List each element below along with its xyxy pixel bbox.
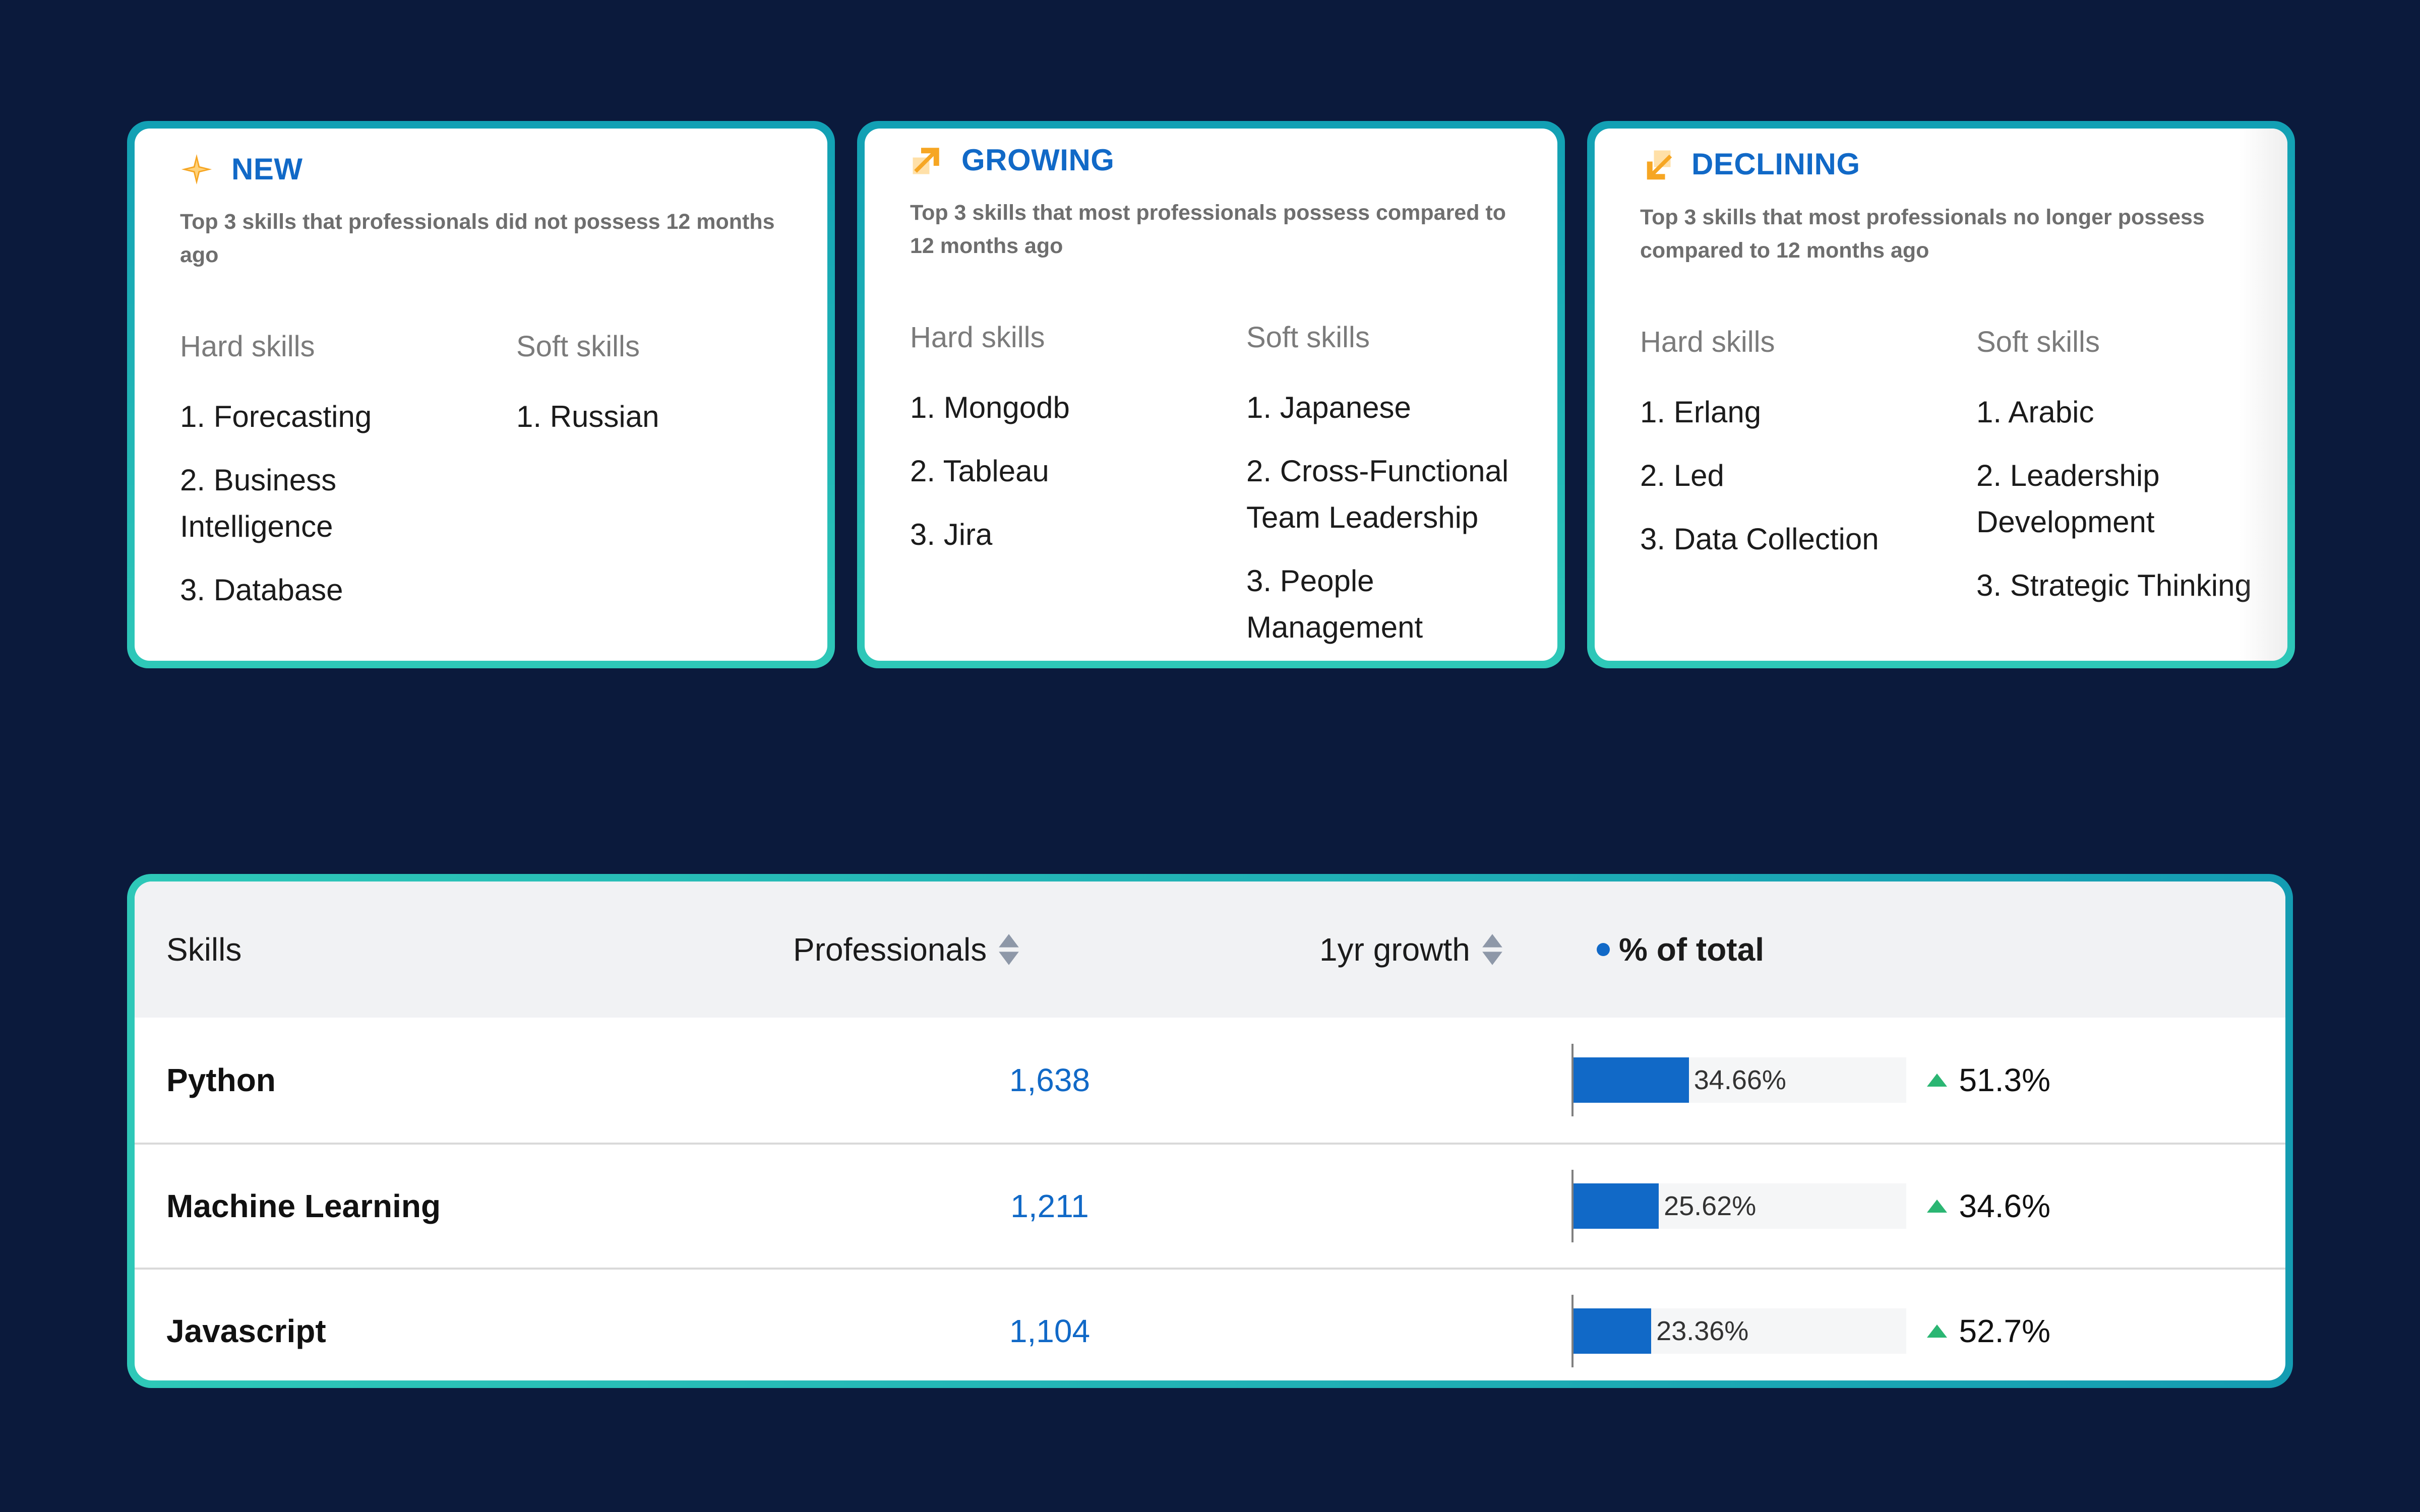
sort-icon[interactable]: [1481, 933, 1503, 966]
declining-card-header: DECLINING: [1640, 147, 1860, 181]
column-header-growth[interactable]: 1yr growth: [1319, 881, 1503, 1018]
soft-skill-item: 2. Cross-Functional Team Leadership: [1246, 454, 1509, 534]
bar-axis: [1571, 1295, 1574, 1367]
hard-skill-item: 3. Database: [180, 573, 343, 607]
bar-fill: [1574, 1057, 1689, 1103]
growth-value: 34.6%: [1959, 1188, 2050, 1224]
bar-axis: [1571, 1044, 1574, 1116]
declining-card-title: DECLINING: [1691, 147, 1860, 181]
declining-card-description: Top 3 skills that most professionals no …: [1640, 205, 2205, 263]
table-row[interactable]: Javascript 1,104 52.7% 23.36%: [135, 1268, 2285, 1380]
hard-skill-item: 1. Erlang: [1640, 395, 1762, 429]
trend-up-icon: [1926, 1325, 1947, 1338]
skill-name: Python: [166, 1062, 276, 1098]
sparkle-icon: [181, 154, 212, 184]
column-header-total-label: % of total: [1619, 931, 1764, 968]
soft-skills-heading: Soft skills: [1976, 326, 2100, 358]
professionals-count-link[interactable]: 1,104: [1009, 1313, 1091, 1349]
hard-skills-heading: Hard skills: [1640, 326, 1775, 358]
declining-skills-card: DECLINING Top 3 skills that most profess…: [1587, 121, 2295, 668]
percent-label: 34.66%: [1693, 1065, 1786, 1095]
growing-skills-card: GROWING Top 3 skills that most professio…: [857, 121, 1565, 668]
growing-hard-skills-column: Hard skills 1. Mongodb 2. Tableau 3. Jir…: [910, 320, 1223, 575]
soft-skill-item: 2. Leadership Development: [1976, 459, 2160, 539]
arrow-down-left-icon: [1647, 150, 1672, 179]
column-header-professionals-label: Professionals: [793, 931, 987, 968]
table-row[interactable]: Machine Learning 1,211 34.6% 25.62%: [135, 1143, 2285, 1268]
growing-card-header: GROWING: [910, 143, 1114, 177]
growing-card-title: GROWING: [961, 143, 1115, 177]
growth-cell: 51.3%: [1425, 1018, 2050, 1143]
hard-skills-heading: Hard skills: [180, 330, 315, 363]
table-header: Skills Professionals 1yr growth % of tot…: [135, 881, 2285, 1018]
percent-bar: 34.66%: [1571, 1044, 1924, 1116]
table-row[interactable]: Python 1,638 51.3% 34.66%: [135, 1018, 2285, 1143]
professionals-count-link[interactable]: 1,638: [1009, 1062, 1091, 1098]
soft-skills-heading: Soft skills: [516, 330, 640, 363]
hard-skills-heading: Hard skills: [910, 321, 1045, 354]
column-header-professionals[interactable]: Professionals: [793, 881, 1020, 1018]
growth-value: 52.7%: [1959, 1313, 2050, 1349]
new-hard-skills-column: Hard skills 1. Forecasting 2. Business I…: [180, 329, 493, 631]
hard-skill-item: 3. Data Collection: [1640, 522, 1879, 556]
column-header-skills: Skills: [166, 881, 241, 1018]
growing-soft-skills-column: Soft skills 1. Japanese 2. Cross-Functio…: [1246, 320, 1539, 661]
new-soft-skills-column: Soft skills 1. Russian: [516, 329, 827, 457]
soft-skill-item: 3. People Management: [1246, 564, 1423, 644]
bar-fill: [1574, 1308, 1652, 1354]
growth-cell: 34.6%: [1425, 1145, 2050, 1268]
trend-up-icon: [1926, 1200, 1947, 1213]
column-header-total: % of total: [1597, 881, 1764, 1018]
percent-label: 23.36%: [1656, 1316, 1749, 1346]
skill-name: Javascript: [166, 1313, 326, 1349]
skills-table: Skills Professionals 1yr growth % of tot…: [135, 881, 2285, 1380]
new-skills-card: NEW Top 3 skills that professionals did …: [127, 121, 835, 668]
professionals-count-link[interactable]: 1,211: [1010, 1188, 1089, 1224]
column-header-skills-label: Skills: [166, 931, 242, 968]
growing-skills-card-body: GROWING Top 3 skills that most professio…: [865, 129, 1557, 661]
hard-skill-item: 3. Jira: [910, 518, 993, 551]
soft-skills-heading: Soft skills: [1246, 321, 1370, 354]
bar-axis: [1571, 1170, 1574, 1242]
hard-skill-item: 2. Tableau: [910, 454, 1049, 488]
percent-bar: 25.62%: [1571, 1170, 1924, 1242]
hard-skill-item: 1. Mongodb: [910, 391, 1070, 424]
bar-fill: [1574, 1183, 1659, 1229]
skills-table-card: Skills Professionals 1yr growth % of tot…: [127, 874, 2293, 1388]
column-header-growth-label: 1yr growth: [1319, 931, 1470, 968]
soft-skill-item: 1. Japanese: [1246, 391, 1411, 424]
trend-up-icon: [1926, 1074, 1947, 1087]
hard-skill-item: 1. Forecasting: [180, 400, 372, 433]
declining-soft-skills-column: Soft skills 1. Arabic 2. Leadership Deve…: [1976, 325, 2279, 626]
hard-skill-item: 2. Led: [1640, 459, 1724, 492]
percent-label: 25.62%: [1664, 1191, 1757, 1221]
declining-skills-card-body: DECLINING Top 3 skills that most profess…: [1595, 129, 2287, 661]
sort-icon[interactable]: [998, 933, 1020, 966]
new-skills-card-body: NEW Top 3 skills that professionals did …: [135, 129, 827, 661]
arrow-up-right-icon: [913, 147, 939, 174]
new-card-header: NEW: [180, 152, 302, 186]
growth-cell: 52.7%: [1425, 1270, 2050, 1380]
legend-dot: [1597, 943, 1610, 956]
percent-bar: 23.36%: [1571, 1295, 1924, 1367]
declining-hard-skills-column: Hard skills 1. Erlang 2. Led 3. Data Col…: [1640, 325, 1953, 580]
growing-card-description: Top 3 skills that most professionals pos…: [910, 201, 1506, 258]
skill-name: Machine Learning: [166, 1188, 441, 1224]
soft-skill-item: 1. Russian: [516, 400, 659, 433]
growth-value: 51.3%: [1959, 1062, 2050, 1098]
hard-skill-item: 2. Business Intelligence: [180, 463, 337, 543]
new-card-title: NEW: [231, 152, 303, 186]
soft-skill-item: 3. Strategic Thinking: [1976, 569, 2252, 602]
new-card-description: Top 3 skills that professionals did not …: [180, 210, 775, 267]
soft-skill-item: 1. Arabic: [1976, 395, 2094, 429]
